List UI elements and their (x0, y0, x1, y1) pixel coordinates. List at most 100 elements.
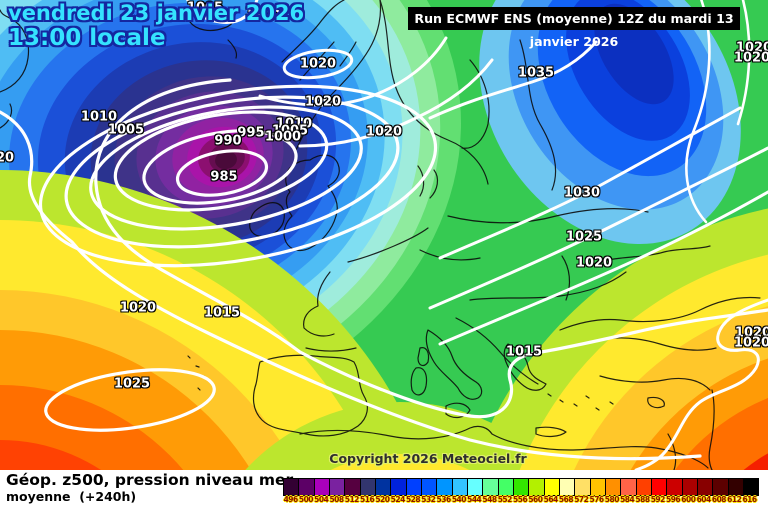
legend-cell (682, 479, 698, 495)
pressure-label: 1020 (733, 335, 768, 351)
legend-value: 508 (329, 495, 344, 504)
legend-value: 532 (421, 495, 436, 504)
legend-cell (314, 479, 330, 495)
legend-cell (575, 479, 591, 495)
legend-cell (651, 479, 668, 495)
legend-cell (697, 479, 714, 495)
legend-cell (728, 479, 744, 495)
pressure-label: 1015 (203, 305, 241, 321)
legend-value: 524 (390, 495, 406, 504)
pressure-field-map (0, 0, 768, 470)
valid-date: vendredi 23 janvier 2026 (8, 1, 305, 25)
legend-cell (360, 479, 376, 495)
warm-bands-southwest (0, 170, 428, 470)
pressure-label: 1015 (505, 344, 543, 360)
legend-cell (544, 479, 560, 495)
legend-cell (299, 479, 315, 495)
legend-value: 600 (681, 495, 696, 504)
warm-bands-south (245, 402, 555, 470)
legend-value: 592 (650, 495, 666, 504)
legend-value: 548 (482, 495, 497, 504)
legend-value: 596 (665, 495, 681, 504)
pressure-label: 1035 (517, 65, 555, 81)
pressure-label: 1020 (734, 325, 768, 341)
legend-cell (513, 479, 530, 495)
legend-cell (605, 479, 622, 495)
legend-cell (452, 479, 468, 495)
pressure-label: 1020 (735, 40, 768, 56)
legend-cell (375, 479, 392, 495)
pressure-label: 1020 (0, 150, 15, 166)
legend-value: 504 (314, 495, 329, 504)
chart-title: Géop. z500, pression niveau mer (6, 471, 294, 489)
legend-value: 540 (451, 495, 467, 504)
legend-value: 584 (620, 495, 635, 504)
legend-value: 512 (344, 495, 360, 504)
pressure-label: 1020 (304, 94, 342, 110)
legend-cell (636, 479, 652, 495)
legend-value: 520 (375, 495, 390, 504)
legend-value: 568 (558, 495, 574, 504)
legend-value: 560 (528, 495, 543, 504)
legend-cell (467, 479, 484, 495)
legend-cell (437, 479, 453, 495)
pressure-label: 1000 (264, 129, 302, 145)
legend-value: 564 (543, 495, 559, 504)
legend-cell (421, 479, 438, 495)
legend-cell (406, 479, 422, 495)
chart-subtitle: moyenne (+240h) (6, 489, 137, 504)
pressure-label: 1010 (80, 109, 118, 125)
legend-value: 612 (727, 495, 742, 504)
pressure-label: 995 (237, 125, 265, 141)
pressure-label: 1010 (275, 116, 313, 132)
legend-cell (621, 479, 637, 495)
legend-cell (329, 479, 346, 495)
legend-cell (743, 479, 759, 495)
legend-value: 572 (574, 495, 589, 504)
legend-value: 544 (467, 495, 482, 504)
legend-value: 608 (711, 495, 727, 504)
valid-time: 13:00 locale (8, 24, 166, 51)
legend-value: 588 (635, 495, 650, 504)
pressure-label: 1005 (244, 5, 282, 21)
legend-cell (667, 479, 683, 495)
legend-cell (284, 479, 300, 495)
legend-cell (590, 479, 606, 495)
legend-value: 604 (696, 495, 712, 504)
legend-value: 576 (589, 495, 605, 504)
pressure-label: 985 (210, 169, 238, 185)
pressure-label: 1020 (299, 56, 337, 72)
legend-value: 552 (497, 495, 513, 504)
pressure-label: 990 (214, 133, 242, 149)
valid-date-overlay: vendredi 23 janvier 2026 13:00 locale (8, 1, 305, 51)
pressure-label: 1020 (365, 124, 403, 140)
isobars (0, 0, 768, 470)
pressure-label: 1005 (107, 122, 145, 138)
pressure-label: 1020 (733, 50, 768, 66)
run-info-box: Run ECMWF ENS (moyenne) 12Z du mardi 13 … (408, 7, 740, 49)
legend-value: 496 (283, 495, 299, 504)
pressure-label: 1030 (563, 185, 601, 201)
warm-bands-southeast (471, 208, 768, 470)
color-scale-values: 496 500 504 508 512 516 520 524 528 532 536 540 544 5… (283, 495, 758, 504)
legend-value: 528 (405, 495, 421, 504)
pressure-label: 1025 (113, 376, 151, 392)
legend-value: 500 (298, 495, 314, 504)
legend-value: 536 (436, 495, 452, 504)
pressure-label: 1020 (575, 255, 613, 271)
legend-cell (345, 479, 361, 495)
legend-cell (713, 479, 729, 495)
pressure-label: 1025 (565, 229, 603, 245)
color-scale (283, 478, 759, 496)
legend-value: 580 (604, 495, 620, 504)
weather-map: 1005 1005 1020 1020 1020 1035 1020 1020 1010 1005… (0, 0, 768, 470)
legend-cell (483, 479, 499, 495)
legend-cell (559, 479, 576, 495)
legend-cell (529, 479, 545, 495)
copyright-text: Copyright 2026 Meteociel.fr (329, 451, 527, 466)
legend-footer: Géop. z500, pression niveau mer moyenne … (0, 470, 768, 512)
legend-value: 516 (360, 495, 375, 504)
legend-cell (391, 479, 407, 495)
legend-cell (498, 479, 514, 495)
